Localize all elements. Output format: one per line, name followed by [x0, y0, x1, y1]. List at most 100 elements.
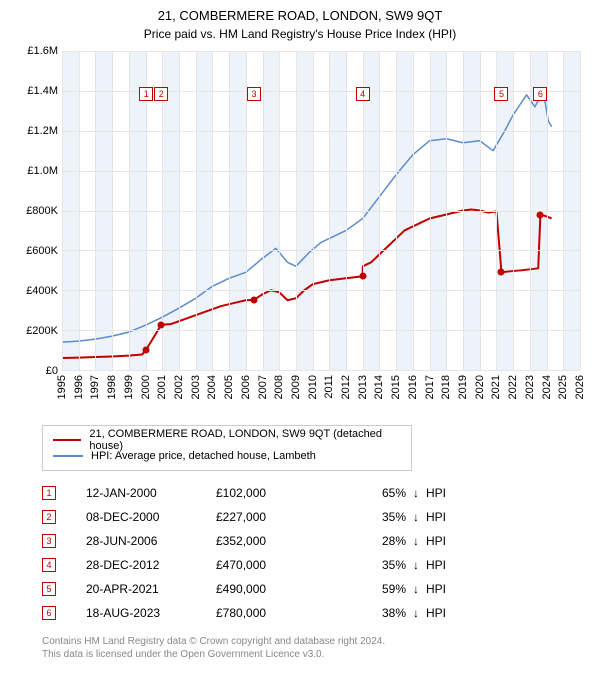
y-tick-label: £1.2M: [27, 125, 58, 137]
y-tick-label: £1.6M: [27, 45, 58, 57]
x-tick-label: 2016: [407, 375, 419, 399]
sale-pct: 65%: [336, 486, 406, 500]
plot-area: 123456: [62, 51, 580, 371]
hpi-label: HPI: [426, 606, 466, 620]
row-marker: 1: [42, 486, 56, 500]
hpi-label: HPI: [426, 510, 466, 524]
sale-date: 18-AUG-2023: [86, 606, 216, 620]
sale-pct: 59%: [336, 582, 406, 596]
arrow-down-icon: ↓: [406, 582, 426, 596]
sale-price: £490,000: [216, 582, 336, 596]
x-tick-label: 2002: [173, 375, 185, 399]
arrow-down-icon: ↓: [406, 486, 426, 500]
sale-pct: 38%: [336, 606, 406, 620]
y-tick-label: £1.0M: [27, 165, 58, 177]
sale-marker: 2: [154, 87, 168, 101]
x-gridline: [530, 51, 531, 370]
sale-date: 28-DEC-2012: [86, 558, 216, 572]
sale-marker: 6: [533, 87, 547, 101]
x-tick-label: 2024: [541, 375, 553, 399]
x-tick-label: 2001: [156, 375, 168, 399]
sale-date: 12-JAN-2000: [86, 486, 216, 500]
table-row: 520-APR-2021£490,00059%↓HPI: [42, 577, 586, 601]
sale-price: £227,000: [216, 510, 336, 524]
x-gridline: [79, 51, 80, 370]
arrow-down-icon: ↓: [406, 510, 426, 524]
y-gridline: [62, 290, 580, 291]
sales-table: 112-JAN-2000£102,00065%↓HPI208-DEC-2000£…: [42, 481, 586, 625]
x-gridline: [296, 51, 297, 370]
x-gridline: [112, 51, 113, 370]
x-tick-label: 2017: [424, 375, 436, 399]
title-block: 21, COMBERMERE ROAD, LONDON, SW9 9QT Pri…: [14, 8, 586, 41]
x-gridline: [513, 51, 514, 370]
x-tick-label: 2011: [323, 375, 335, 399]
x-tick-label: 2025: [557, 375, 569, 399]
sale-dot: [158, 321, 165, 328]
x-tick-label: 2005: [223, 375, 235, 399]
table-row: 208-DEC-2000£227,00035%↓HPI: [42, 505, 586, 529]
legend-swatch: [53, 439, 81, 441]
x-gridline: [346, 51, 347, 370]
x-tick-label: 2022: [507, 375, 519, 399]
x-tick-label: 2018: [440, 375, 452, 399]
x-gridline: [179, 51, 180, 370]
hpi-label: HPI: [426, 582, 466, 596]
x-tick-label: 1998: [106, 375, 118, 399]
x-gridline: [229, 51, 230, 370]
sale-dot: [143, 346, 150, 353]
series-line: [62, 210, 552, 359]
table-row: 428-DEC-2012£470,00035%↓HPI: [42, 553, 586, 577]
x-gridline: [413, 51, 414, 370]
row-marker: 4: [42, 558, 56, 572]
x-tick-label: 2000: [140, 375, 152, 399]
x-tick-label: 2014: [373, 375, 385, 399]
y-tick-label: £200K: [26, 325, 58, 337]
x-tick-label: 2013: [357, 375, 369, 399]
x-tick-label: 2008: [273, 375, 285, 399]
legend-item: 21, COMBERMERE ROAD, LONDON, SW9 9QT (de…: [53, 432, 401, 448]
table-row: 328-JUN-2006£352,00028%↓HPI: [42, 529, 586, 553]
y-gridline: [62, 211, 580, 212]
x-tick-label: 1999: [123, 375, 135, 399]
chart-title: 21, COMBERMERE ROAD, LONDON, SW9 9QT: [14, 8, 586, 23]
y-tick-label: £800K: [26, 205, 58, 217]
x-gridline: [263, 51, 264, 370]
row-marker: 6: [42, 606, 56, 620]
x-tick-label: 2009: [290, 375, 302, 399]
x-tick-label: 1997: [89, 375, 101, 399]
x-gridline: [196, 51, 197, 370]
x-gridline: [480, 51, 481, 370]
x-gridline: [446, 51, 447, 370]
table-row: 112-JAN-2000£102,00065%↓HPI: [42, 481, 586, 505]
y-gridline: [62, 171, 580, 172]
series-line: [62, 91, 552, 342]
y-axis: £0£200K£400K£600K£800K£1.0M£1.2M£1.4M£1.…: [14, 51, 62, 371]
legend-label: HPI: Average price, detached house, Lamb…: [91, 450, 316, 462]
x-tick-label: 2021: [490, 375, 502, 399]
y-tick-label: £400K: [26, 285, 58, 297]
y-tick-label: £600K: [26, 245, 58, 257]
arrow-down-icon: ↓: [406, 558, 426, 572]
y-gridline: [62, 250, 580, 251]
x-gridline: [463, 51, 464, 370]
x-tick-label: 2007: [257, 375, 269, 399]
hpi-label: HPI: [426, 534, 466, 548]
sale-pct: 35%: [336, 558, 406, 572]
x-tick-label: 2015: [390, 375, 402, 399]
x-gridline: [396, 51, 397, 370]
sale-pct: 35%: [336, 510, 406, 524]
x-gridline: [563, 51, 564, 370]
x-gridline: [329, 51, 330, 370]
chart-area: £0£200K£400K£600K£800K£1.0M£1.2M£1.4M£1.…: [14, 51, 586, 371]
sale-pct: 28%: [336, 534, 406, 548]
sale-marker: 4: [356, 87, 370, 101]
sale-date: 08-DEC-2000: [86, 510, 216, 524]
x-gridline: [95, 51, 96, 370]
x-gridline: [580, 51, 581, 370]
y-tick-label: £1.4M: [27, 85, 58, 97]
sale-dot: [250, 296, 257, 303]
footer-line-2: This data is licensed under the Open Gov…: [42, 648, 586, 661]
legend-label: 21, COMBERMERE ROAD, LONDON, SW9 9QT (de…: [89, 428, 401, 452]
x-tick-label: 2023: [524, 375, 536, 399]
